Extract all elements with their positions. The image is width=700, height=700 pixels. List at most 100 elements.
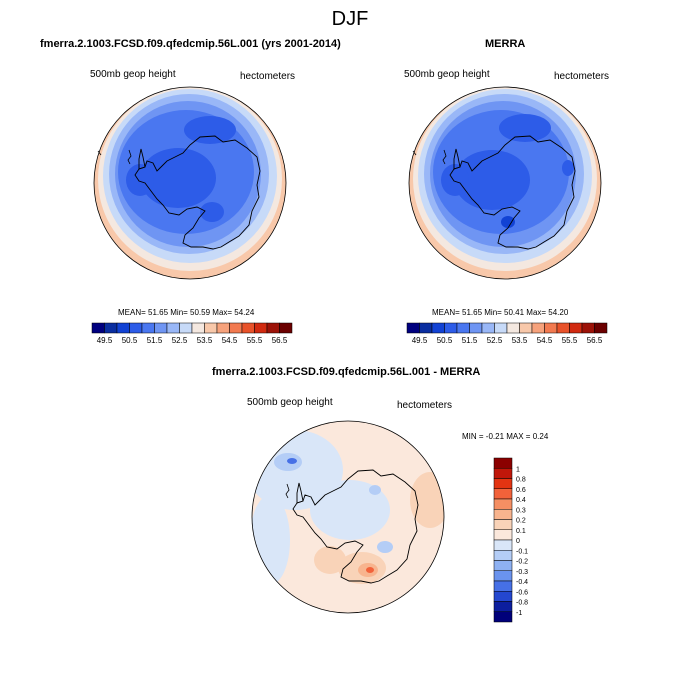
panel-1-colorbar-tick-label: 52.5 [172,336,188,345]
panel-1-colorbar-swatch [204,322,218,334]
diff-colorbar-tick-label: 0.8 [516,477,526,484]
panel-2-colorbar-tick-label: 50.5 [437,336,453,345]
panel-2-colorbar-swatch [556,322,570,334]
panel-2-colorbar-swatch [594,322,608,334]
panel-2-colorbar-swatch [569,322,583,334]
panel-2-colorbar-swatch [444,322,458,334]
diff-colorbar-tick-label: -0.8 [516,600,528,607]
diff-colorbar-swatch [493,478,513,489]
panel-1-colorbar-swatch [91,322,105,334]
diff-colorbar-swatch [493,550,513,561]
panel-1-colorbar-tick-label: 55.5 [247,336,263,345]
diff-colorbar-swatch [493,488,513,500]
panel-2-colorbar-tick-label: 53.5 [512,336,528,345]
panel-1-colorbar-tick-label: 54.5 [222,336,238,345]
diff-colorbar-swatch [493,509,513,520]
panel-1-south-america-tip [127,149,132,165]
diff-colorbar-tick-label: -0.2 [516,559,528,566]
diff-panel-title: fmerra.2.1003.FCSD.f09.qfedcmip.56L.001 … [212,366,481,378]
panel-2-colorbar-tick-label: 56.5 [587,336,603,345]
panel-2-colorbar-swatch [506,322,520,334]
panel-1-variable-label: 500mb geop height [90,69,176,80]
panel-2-colorbar-swatch [456,322,470,334]
panel-1-colorbar-tick-label: 53.5 [197,336,213,345]
panel-1-colorbar-swatch [254,322,268,334]
panel-2-colorbar-tick-label: 49.5 [412,336,428,345]
diff-colorbar-swatch [493,468,513,479]
diff-colorbar-swatch [493,580,513,592]
panel-1-colorbar-swatch [266,322,280,334]
panel-2-colorbar-swatch [519,322,533,334]
panel-2-stats: MEAN= 51.65 Min= 50.41 Max= 54.20 [432,308,569,317]
diff-colorbar-swatch [493,498,513,510]
panel-2-colorbar-swatch [406,322,420,334]
panel-2-units-label: hectometers [554,71,610,82]
diff-panel-units-label: hectometers [397,400,453,411]
panel-1-colorbar: 49.5 50.5 51.5 52.5 53.5 54.5 55.5 56.5 [91,322,293,345]
panel-2-colorbar-swatch [469,322,483,334]
diff-colorbar-swatch [493,519,513,530]
diff-panel-stats: MIN = -0.21 MAX = 0.24 [462,432,549,441]
diff-colorbar-swatch [493,570,513,582]
panel-2-polar-map [409,87,601,279]
diff-colorbar-swatch [493,591,513,602]
panel-2-colorbar-swatch [544,322,558,334]
panel-1-colorbar-swatch [166,322,180,334]
diff-panel-colorbar: 1 0.8 0.6 0.4 0.3 0.2 0.1 0 -0.1 -0.2 -0.3 -0.4 -0.6… [493,457,528,623]
diff-colorbar-swatch [493,457,513,469]
diff-colorbar-swatch [493,560,513,571]
diff-colorbar-tick-label: -0.3 [516,569,528,576]
panel-2-colorbar-tick-label: 51.5 [462,336,478,345]
diff-panel-variable-label: 500mb geop height [247,397,333,408]
diff-colorbar-tick-label: -0.6 [516,589,528,596]
panel-2-colorbar-swatch [581,322,595,334]
panel-1-colorbar-swatch [191,322,205,334]
panel-1-colorbar-swatch [154,322,168,334]
panel-2-colorbar-swatch [419,322,433,334]
figure-title: DJF [331,8,369,30]
diff-colorbar-tick-label: -0.4 [516,579,528,586]
panel-1-colorbar-tick-label: 56.5 [272,336,288,345]
panel-2-colorbar-swatch [431,322,445,334]
panel-1-colorbar-swatch [279,322,293,334]
panel-1-colorbar-swatch [229,322,243,334]
panel-1-colorbar-tick-label: 49.5 [97,336,113,345]
panel-2-colorbar-swatch [531,322,545,334]
diff-colorbar-tick-label: -0.1 [516,548,528,555]
panel-1-colorbar-swatch [241,322,255,334]
panel-1-island-outline [97,150,102,156]
diff-colorbar-tick-label: 0.4 [516,497,526,504]
panel-2-colorbar-tick-label: 55.5 [562,336,578,345]
diff-colorbar-tick-label: 0 [516,538,520,545]
diff-colorbar-tick-label: 0.1 [516,528,526,535]
panel-1-units-label: hectometers [240,71,296,82]
panel-1-colorbar-swatch [216,322,230,334]
panel-1-polar-map [94,87,286,279]
diff-colorbar-tick-label: 0.2 [516,518,526,525]
panel-2-south-america-tip [442,149,447,165]
panel-2-island-outline [412,150,417,156]
diff-colorbar-swatch [493,601,513,612]
panel-2-colorbar-swatch [494,322,508,334]
panel-1-colorbar-swatch [116,322,130,334]
panel-2-colorbar-swatch [481,322,495,334]
panel-2-variable-label: 500mb geop height [404,69,490,80]
panel-1-colorbar-tick-label: 50.5 [122,336,138,345]
panel-1-colorbar-swatch [141,322,155,334]
diff-south-america-tip [285,483,290,499]
panel-1-colorbar-swatch [129,322,143,334]
diff-colorbar-swatch [493,611,513,623]
panel-2-colorbar: 49.5 50.5 51.5 52.5 53.5 54.5 55.5 56.5 [406,322,608,345]
panel-1-title: fmerra.2.1003.FCSD.f09.qfedcmip.56L.001 … [40,38,341,50]
panel-1-colorbar-swatch [179,322,193,334]
panel-2-colorbar-tick-label: 52.5 [487,336,503,345]
panel-1-stats: MEAN= 51.65 Min= 50.59 Max= 54.24 [118,308,255,317]
diff-panel-polar-map [252,421,444,613]
diff-colorbar-tick-label: 0.3 [516,507,526,514]
diff-colorbar-swatch [493,539,513,551]
diff-colorbar-swatch [493,529,513,541]
panel-2-title: MERRA [485,38,526,50]
panel-1-colorbar-swatch [104,322,118,334]
panel-1-colorbar-tick-label: 51.5 [147,336,163,345]
